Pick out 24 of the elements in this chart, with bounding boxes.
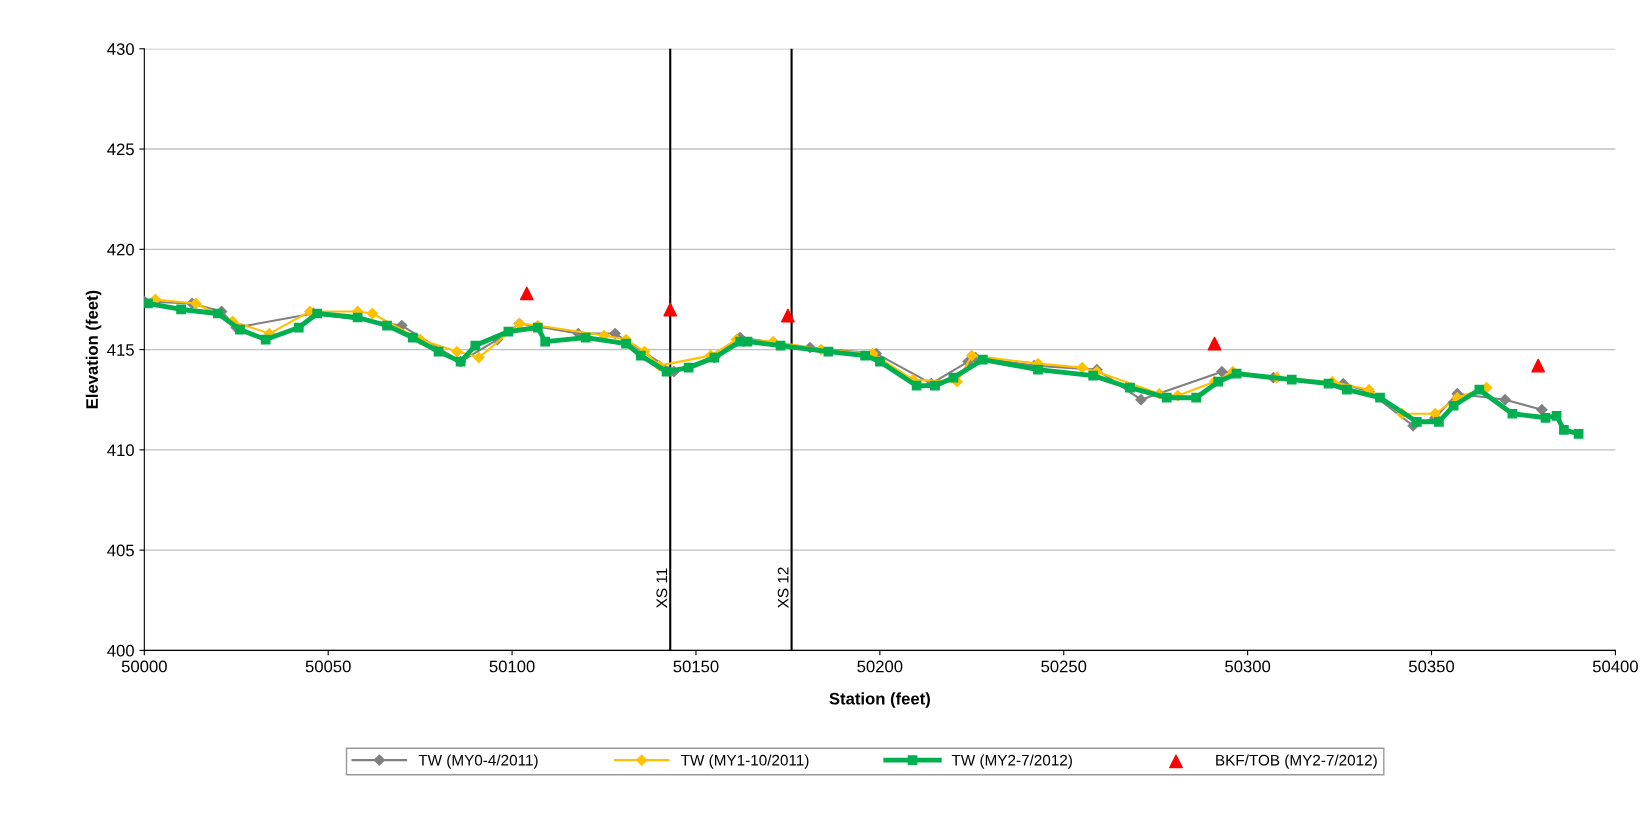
- x-tick-label: 50300: [1225, 660, 1271, 673]
- x-tick-label: 50400: [1592, 660, 1638, 673]
- x-tick-label: 50350: [1409, 660, 1455, 673]
- x-tick-label: 50050: [305, 660, 351, 673]
- y-axis-title: Elevation (feet): [85, 290, 102, 409]
- y-tick-label: 410: [107, 444, 134, 457]
- x-tick-label: 50200: [857, 660, 903, 673]
- y-tick-label: 400: [107, 644, 134, 657]
- legend-label: TW (MY2-7/2012): [951, 754, 1072, 769]
- y-tick-label: 415: [107, 344, 134, 356]
- legend-label: TW (MY0-4/2011): [418, 754, 538, 769]
- x-tick-label: 50150: [673, 660, 719, 673]
- x-tick-label: 50100: [489, 660, 535, 673]
- y-tick-label: 420: [107, 243, 134, 256]
- ref-line-label: XS 12: [777, 567, 789, 608]
- x-axis-title: Station (feet): [829, 692, 930, 708]
- y-tick-label: 405: [107, 544, 134, 557]
- legend-label: BKF/TOB (MY2-7/2012): [1216, 754, 1377, 769]
- x-tick-label: 50250: [1041, 660, 1087, 673]
- y-tick-label: 430: [107, 43, 134, 55]
- y-tick-label: 425: [107, 143, 134, 156]
- x-tick-label: 50000: [121, 660, 167, 673]
- ref-line-label: XS 11: [656, 568, 668, 608]
- legend-label: TW (MY1-10/2011): [680, 754, 809, 769]
